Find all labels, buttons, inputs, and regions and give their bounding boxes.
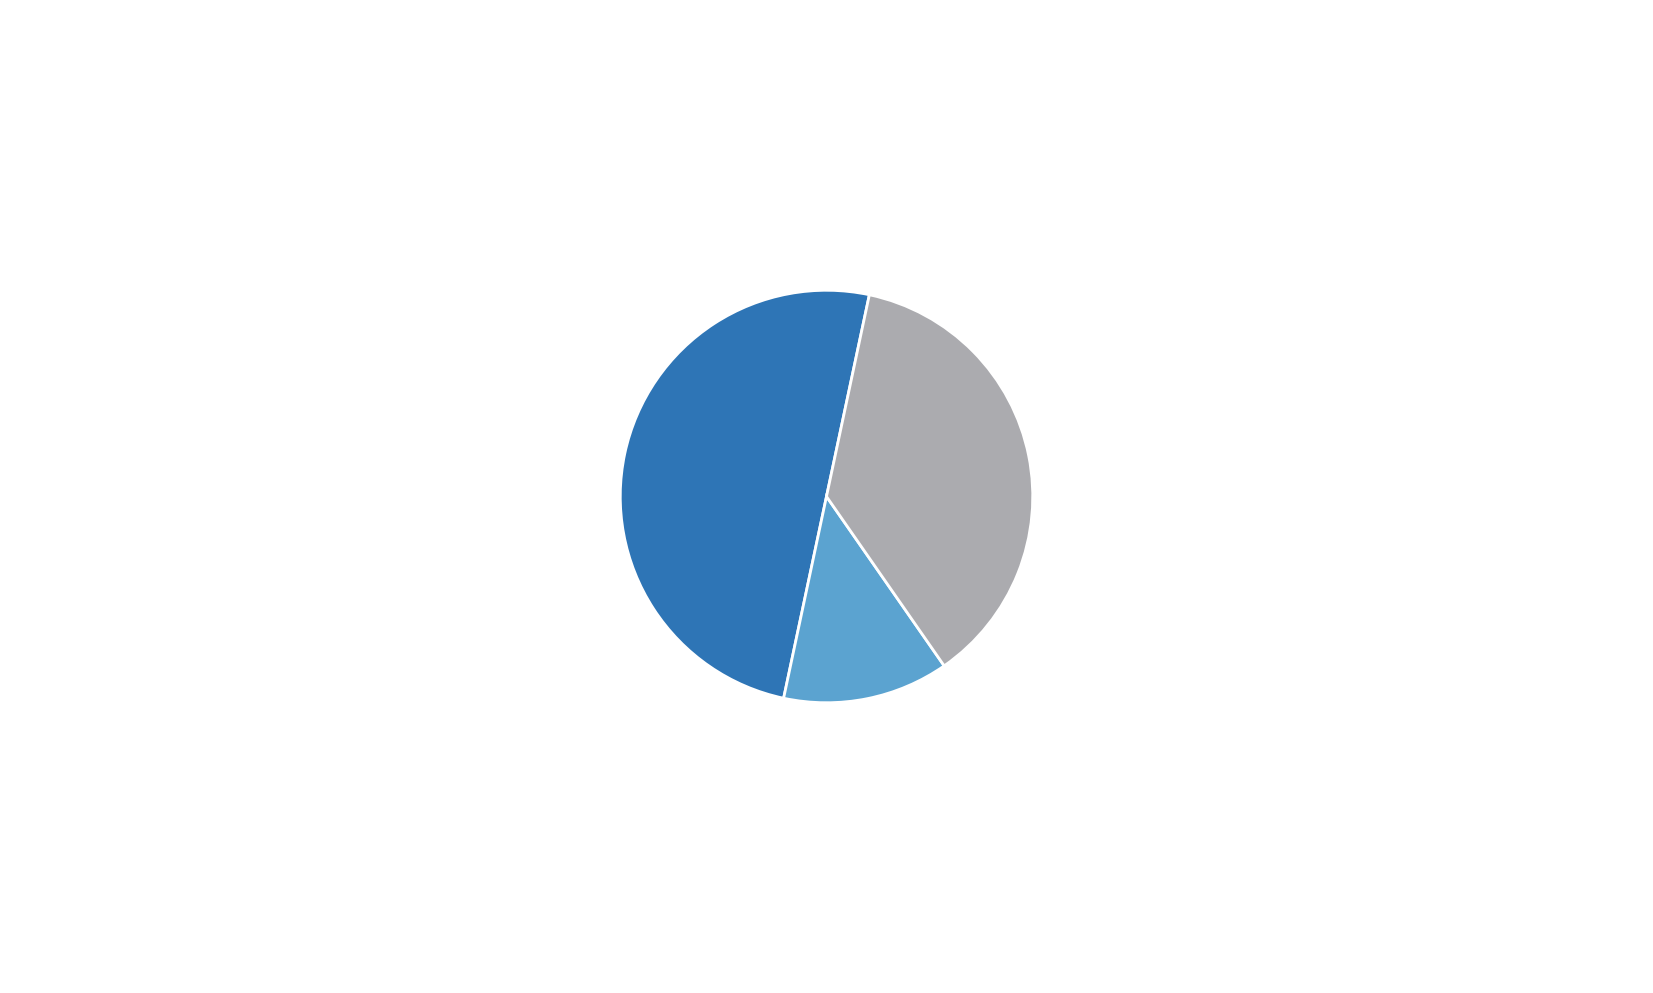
Wedge shape — [784, 496, 944, 703]
Wedge shape — [826, 295, 1033, 666]
Wedge shape — [620, 290, 869, 698]
